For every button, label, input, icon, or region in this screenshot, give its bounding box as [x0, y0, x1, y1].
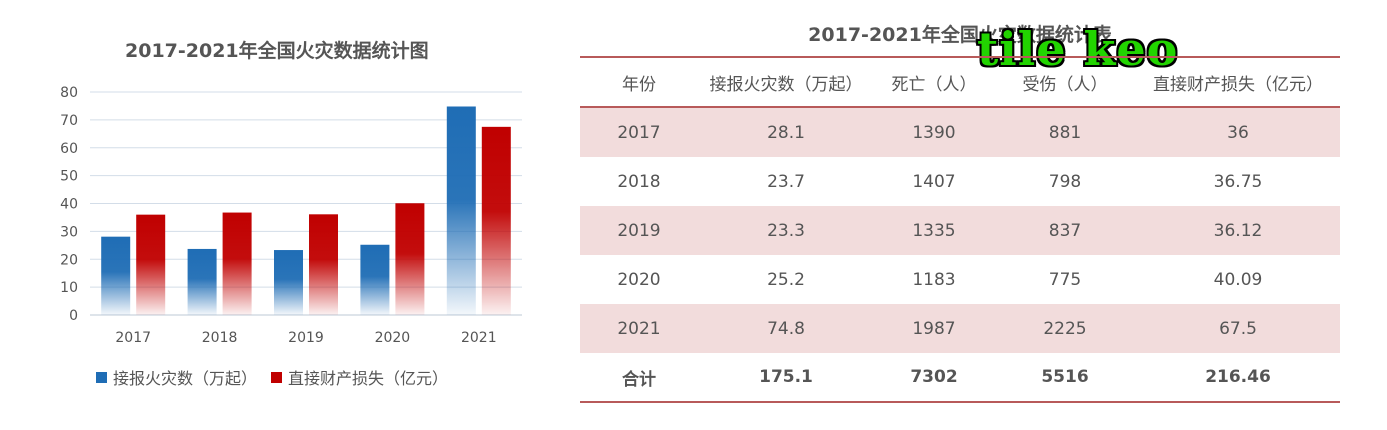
y-tick-label: 70: [60, 113, 78, 129]
total-cell: 175.1: [698, 353, 874, 403]
bar-loss-2020: [395, 203, 425, 315]
table-title: 2017-2021年全国火灾数据统计表: [808, 24, 1112, 46]
table-header-row: 年份 接报火灾数（万起） 死亡（人） 受伤（人） 直接财产损失（亿元）: [580, 56, 1340, 108]
fire-statistics-table: 年份 接报火灾数（万起） 死亡（人） 受伤（人） 直接财产损失（亿元） 2017…: [580, 56, 1340, 403]
y-tick-label: 80: [60, 85, 78, 101]
table-cell: 881: [994, 107, 1136, 157]
table-cell: 775: [1048, 269, 1082, 290]
y-tick-label: 20: [60, 252, 78, 268]
table-cell: 2020: [617, 269, 661, 290]
table-cell: 1183: [912, 269, 956, 290]
bar-loss-2018: [222, 212, 252, 315]
x-tick-label: 2021: [461, 330, 497, 346]
bar-fires-2021: [446, 106, 476, 316]
legend-swatch-blue-icon: [96, 371, 107, 383]
table-row: 2020 25.2 1183 775 40.09: [580, 255, 1340, 304]
total-cell: 7302: [874, 353, 994, 403]
table-cell: 28.1: [698, 107, 874, 157]
table-cell: 25.2: [767, 269, 805, 290]
bar-fires-2020: [360, 244, 390, 315]
y-tick-label: 10: [60, 280, 78, 296]
y-tick-label: 60: [60, 141, 78, 157]
table-total-row: 合计 175.1 7302 5516 216.46: [580, 353, 1340, 403]
y-tick-label: 50: [60, 169, 78, 185]
total-cell: 合计: [580, 353, 698, 403]
fire-statistics-chart: 2017-2021年全国火灾数据统计图 0 10 20 30 40 50 60 70 80 201…: [0, 0, 560, 430]
table-row: 2021 74.8 1987 2225 67.5: [580, 304, 1340, 353]
header-year: 年份: [580, 56, 698, 108]
table-cell: 36.12: [1136, 206, 1340, 255]
table-cell: 2018: [617, 171, 661, 192]
header-loss: 直接财产损失（亿元）: [1136, 56, 1340, 108]
chart-title: 2017-2021年全国火灾数据统计图: [125, 40, 429, 62]
table-cell: 1987: [874, 304, 994, 353]
legend-item-fires: 接报火灾数（万起）: [96, 365, 257, 389]
x-tick-label: 2019: [288, 330, 324, 346]
legend-item-loss: 直接财产损失（亿元）: [271, 365, 448, 389]
table-cell: 23.3: [698, 206, 874, 255]
legend-label-fires: 接报火灾数（万起）: [113, 369, 258, 388]
table-cell: 2225: [994, 304, 1136, 353]
total-cell: 5516: [994, 353, 1136, 403]
table-cell: 1390: [874, 107, 994, 157]
table-cell: 2017: [580, 107, 698, 157]
bar-fires-2019: [274, 250, 303, 315]
bar-loss-2019: [309, 214, 338, 315]
legend-swatch-red-icon: [271, 371, 283, 383]
x-tick-label: 2018: [202, 330, 238, 346]
x-tick-label: 2020: [375, 330, 411, 346]
table-cell: 74.8: [698, 304, 874, 353]
y-tick-label: 30: [60, 224, 78, 240]
bar-fires-2018: [187, 248, 217, 315]
table-row: 2017 28.1 1390 881 36: [580, 107, 1340, 157]
bar-loss-2017: [136, 214, 166, 315]
table-cell: 23.7: [767, 171, 805, 192]
table-cell: 36.75: [1213, 171, 1263, 192]
header-deaths: 死亡（人）: [874, 56, 994, 108]
x-tick-label: 2017: [115, 330, 151, 346]
table-cell: 837: [994, 206, 1136, 255]
table-cell: 40.09: [1213, 269, 1263, 290]
table-cell: 798: [1048, 171, 1082, 192]
table-cell: 36: [1136, 107, 1340, 157]
header-fires: 接报火灾数（万起）: [698, 56, 874, 108]
header-injuries: 受伤（人）: [994, 56, 1136, 108]
bar-chart-svg: 0 10 20 30 40 50 60 70 80 2017 2018 2019 2020 2021: [60, 85, 522, 346]
table-cell: 2019: [580, 206, 698, 255]
bar-loss-2021: [481, 126, 511, 315]
table-row: 2018 23.7 1407 798 36.75: [580, 157, 1340, 206]
table-cell: 2021: [580, 304, 698, 353]
y-tick-label: 40: [60, 197, 78, 213]
table-row: 2019 23.3 1335 837 36.12: [580, 206, 1340, 255]
chart-legend: 接报火灾数（万起） 直接财产损失（亿元）: [96, 364, 462, 390]
legend-label-loss: 直接财产损失（亿元）: [288, 369, 449, 388]
bar-fires-2017: [101, 236, 131, 315]
table-cell: 1407: [912, 171, 956, 192]
table-cell: 67.5: [1136, 304, 1340, 353]
y-tick-label: 0: [69, 308, 78, 324]
fire-statistics-table-panel: 2017-2021年全国火灾数据统计表 tile keo 年份 接报火灾数（万起…: [580, 0, 1340, 430]
total-cell: 216.46: [1136, 353, 1340, 403]
table-cell: 1335: [874, 206, 994, 255]
